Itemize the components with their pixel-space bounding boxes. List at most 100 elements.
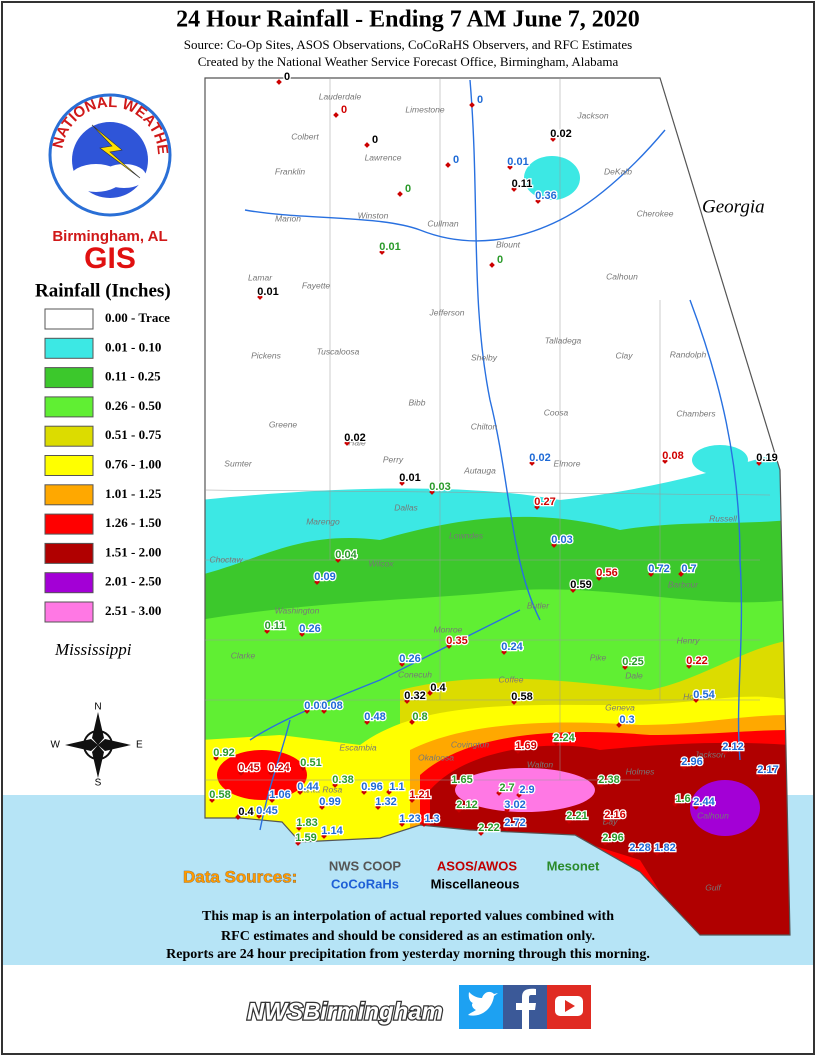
county-label: Washington: [275, 605, 320, 615]
legend-label: 0.01 - 0.10: [105, 339, 161, 354]
station-value: 0.45: [238, 762, 259, 774]
disclaimer: This map is an interpolation of actual r…: [202, 909, 614, 924]
legend-label: 0.00 - Trace: [105, 310, 170, 325]
title: 24 Hour Rainfall - Ending 7 AM June 7, 2…: [176, 7, 640, 33]
station-marker: [686, 663, 692, 669]
county-label: Geneva: [605, 702, 635, 712]
station-marker: [515, 748, 521, 754]
data-source-label: Miscellaneous: [431, 876, 520, 891]
station-value: 0.36: [535, 190, 556, 202]
county-label: Blount: [496, 239, 521, 249]
station-value: 1.65: [451, 774, 472, 786]
station-marker: [496, 790, 502, 796]
state-label: Mississippi: [54, 640, 132, 659]
station-value: 0.26: [399, 653, 420, 665]
station-value: 0: [477, 94, 483, 106]
station-value: 0.4: [238, 806, 254, 818]
station-value: 2.12: [456, 799, 477, 811]
station-value: 0.19: [756, 452, 777, 464]
station-value: 0.58: [209, 789, 230, 801]
county-label: Chilton: [471, 421, 498, 431]
social-icons[interactable]: [459, 985, 591, 1029]
station-value: 1.3: [424, 813, 439, 825]
station-marker: [399, 821, 405, 827]
station-value: 0.92: [213, 747, 234, 759]
legend-label: 2.01 - 2.50: [105, 574, 161, 589]
station-value: 1.6: [675, 793, 690, 805]
county-label: Lowndes: [449, 530, 484, 540]
station-value: 0.54: [693, 689, 715, 701]
county-label: Holmes: [626, 766, 656, 776]
county-label: Monroe: [434, 624, 463, 634]
station-value: 0.7: [681, 563, 696, 575]
station-value: 2.44: [693, 796, 715, 808]
station-value: 0.59: [570, 579, 591, 591]
station-marker: [596, 575, 602, 581]
legend-label: 0.11 - 0.25: [105, 369, 161, 384]
county-label: Talladega: [545, 335, 582, 345]
station-marker: [296, 825, 302, 831]
station-marker: [321, 708, 327, 714]
station-marker: [257, 294, 263, 300]
logo-office: Birmingham, AL: [52, 228, 167, 245]
county-label: Clarke: [231, 650, 256, 660]
legend-swatch: [44, 367, 94, 389]
station-value: 2.9: [519, 784, 534, 796]
station-marker: [364, 142, 370, 148]
station-marker: [629, 850, 635, 856]
station-value: 0.08: [662, 450, 683, 462]
station-value: 0: [405, 183, 411, 195]
station-marker: [756, 460, 762, 466]
county-label: Franklin: [275, 166, 306, 176]
station-marker: [535, 198, 541, 204]
station-marker: [445, 162, 451, 168]
county-label: Marengo: [306, 516, 340, 526]
county-label: Dale: [625, 670, 643, 680]
data-source-label: NWS COOP: [329, 858, 402, 873]
legend-label: 1.26 - 1.50: [105, 515, 161, 530]
county-label: Autauga: [463, 465, 496, 475]
station-value: 2.12: [722, 741, 743, 753]
station-value: 1.69: [515, 740, 536, 752]
county-label: Escambia: [339, 742, 377, 752]
county-label: Henry: [677, 635, 700, 645]
county-label: Limestone: [405, 104, 444, 114]
county-label: Houston: [683, 691, 715, 701]
station-value: 0.01: [379, 241, 400, 253]
county-label: Winston: [358, 210, 389, 220]
station-marker: [507, 164, 513, 170]
county-label: Barbour: [668, 579, 699, 589]
station-value: 1.82: [654, 842, 675, 854]
county-label: Lauderdale: [319, 91, 362, 101]
station-marker: [332, 782, 338, 788]
county-label: Calhoun: [606, 271, 638, 281]
county-label: Dallas: [394, 502, 418, 512]
station-marker: [553, 740, 559, 746]
station-value: 0: [284, 71, 290, 83]
station-value: 0: [372, 134, 378, 146]
county-lines: [204, 78, 771, 781]
station-marker: [622, 664, 628, 670]
station-value: 1.32: [375, 796, 396, 808]
station-value: 0.99: [319, 796, 340, 808]
county-label: Jackson: [693, 749, 725, 759]
station-marker: [662, 458, 668, 464]
county-label: Marion: [275, 213, 301, 223]
county-label: Lawrence: [365, 152, 402, 162]
station-value: 0.8: [412, 711, 427, 723]
station-value: 0: [341, 104, 347, 116]
station-marker: [344, 440, 350, 446]
county-label: Jefferson: [429, 307, 465, 317]
station-marker: [304, 708, 310, 714]
county-label: Cherokee: [637, 208, 674, 218]
disclaimer: RFC estimates and should be considered a…: [221, 929, 595, 944]
data-source-label: CoCoRaHs: [331, 876, 399, 891]
station-value: 0.11: [512, 178, 533, 190]
station-marker: [534, 504, 540, 510]
station-marker: [300, 765, 306, 771]
station-marker: [529, 460, 535, 466]
station-marker: [297, 789, 303, 795]
station-marker: [319, 804, 325, 810]
station-value: 1.1: [389, 781, 404, 793]
